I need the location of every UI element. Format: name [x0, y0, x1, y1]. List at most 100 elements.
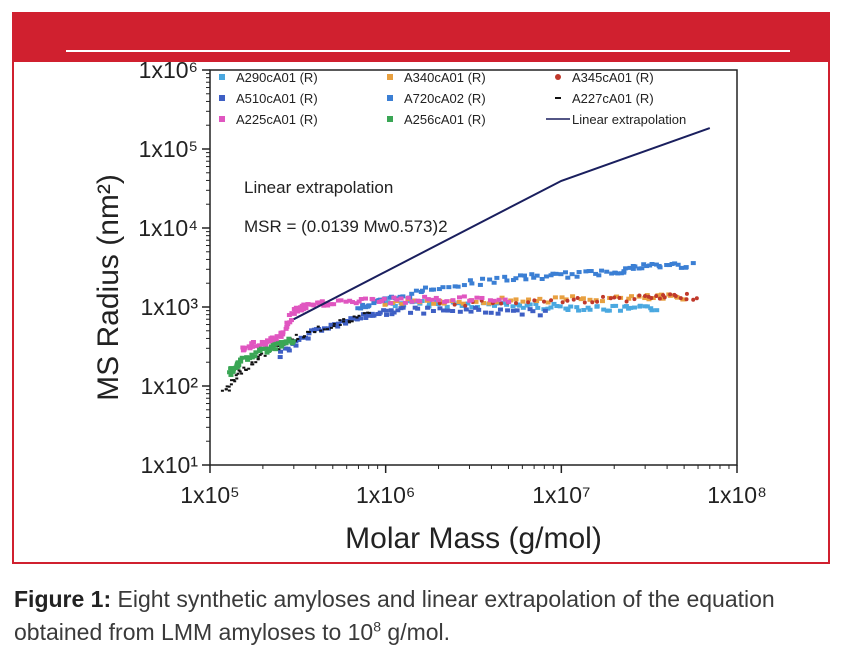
series-point [358, 306, 364, 311]
series-point [542, 308, 548, 313]
series-point [601, 294, 606, 299]
series-point [523, 277, 529, 282]
series-point [669, 293, 675, 298]
series-point [421, 311, 427, 316]
legend-label: Linear extrapolation [572, 112, 686, 127]
series-point [344, 318, 350, 323]
series-point [497, 307, 503, 312]
series-point [517, 303, 523, 308]
series-point [273, 337, 279, 342]
series-point [360, 302, 366, 307]
series-point [356, 299, 362, 304]
series-point [631, 305, 637, 310]
series-point [293, 306, 299, 311]
series-point [554, 304, 560, 309]
series-point [298, 335, 304, 340]
series-point [535, 305, 541, 310]
series-point [440, 285, 446, 290]
series-point [551, 301, 557, 306]
series-point [335, 298, 341, 303]
series-point [565, 298, 570, 303]
series-point [553, 271, 559, 276]
series-point [650, 296, 656, 301]
series-point [510, 308, 516, 313]
series-point [636, 266, 642, 271]
series-point [338, 323, 342, 326]
series-point [684, 297, 689, 302]
legend-label: A227cA01 (R) [572, 91, 654, 106]
series-point [593, 271, 599, 276]
series-point [626, 296, 632, 301]
series-point [301, 302, 307, 307]
series-point [623, 304, 629, 309]
series-point [641, 262, 647, 267]
series-point [280, 330, 286, 335]
series-point [254, 361, 258, 364]
series-point [303, 306, 309, 311]
series-point [264, 346, 270, 351]
series-point [660, 296, 666, 301]
series-point [537, 313, 543, 318]
series-point [274, 334, 280, 339]
series-point [419, 288, 425, 293]
series-point [224, 388, 228, 391]
series-point [545, 300, 551, 305]
series-point [610, 303, 616, 308]
series-point [242, 345, 248, 350]
series-point [354, 317, 360, 322]
series-point [450, 308, 456, 313]
series-point [381, 296, 387, 301]
series-point [545, 306, 551, 311]
series-point [342, 318, 346, 321]
series-point [367, 311, 371, 314]
series-point [664, 263, 670, 268]
series-point [609, 271, 615, 276]
series-point [654, 308, 660, 313]
series-point [552, 295, 558, 300]
series-point [694, 296, 699, 301]
series-point [425, 297, 431, 302]
series-point [621, 269, 627, 274]
series-point [675, 262, 681, 267]
series-point [450, 298, 456, 303]
series-point [422, 294, 428, 299]
series-point [565, 275, 571, 280]
series-point [332, 325, 336, 328]
series-point [363, 312, 369, 317]
series-point [649, 308, 655, 313]
series-point [583, 269, 589, 274]
series-point [286, 348, 292, 353]
series-point [491, 280, 497, 285]
series-point [594, 304, 600, 309]
series-point [392, 304, 398, 309]
series-point [474, 295, 480, 300]
series-point [585, 305, 591, 310]
series-point [459, 303, 465, 308]
series-point [247, 367, 251, 370]
series-point [623, 266, 629, 271]
series-point [331, 302, 337, 307]
series-point [302, 336, 306, 339]
legend-label: A345cA01 (R) [572, 70, 654, 85]
series-point [351, 316, 357, 321]
series-point [236, 363, 242, 368]
series-point [632, 264, 638, 269]
series-point [413, 288, 419, 293]
series-point [446, 285, 452, 290]
series-point [461, 283, 467, 288]
legend-swatch [555, 97, 561, 99]
series-point [277, 348, 281, 351]
series-point [534, 273, 540, 278]
series-point [617, 295, 622, 300]
series-point [343, 321, 349, 326]
series-point [519, 312, 525, 317]
series-point [300, 307, 306, 312]
legend-label: A720cA02 (R) [404, 91, 486, 106]
series-point [654, 294, 659, 299]
series-point [532, 298, 537, 303]
series-point [279, 340, 285, 345]
series-point [624, 299, 629, 304]
series-point [648, 306, 654, 311]
series-point [425, 305, 431, 310]
series-point [388, 301, 394, 306]
